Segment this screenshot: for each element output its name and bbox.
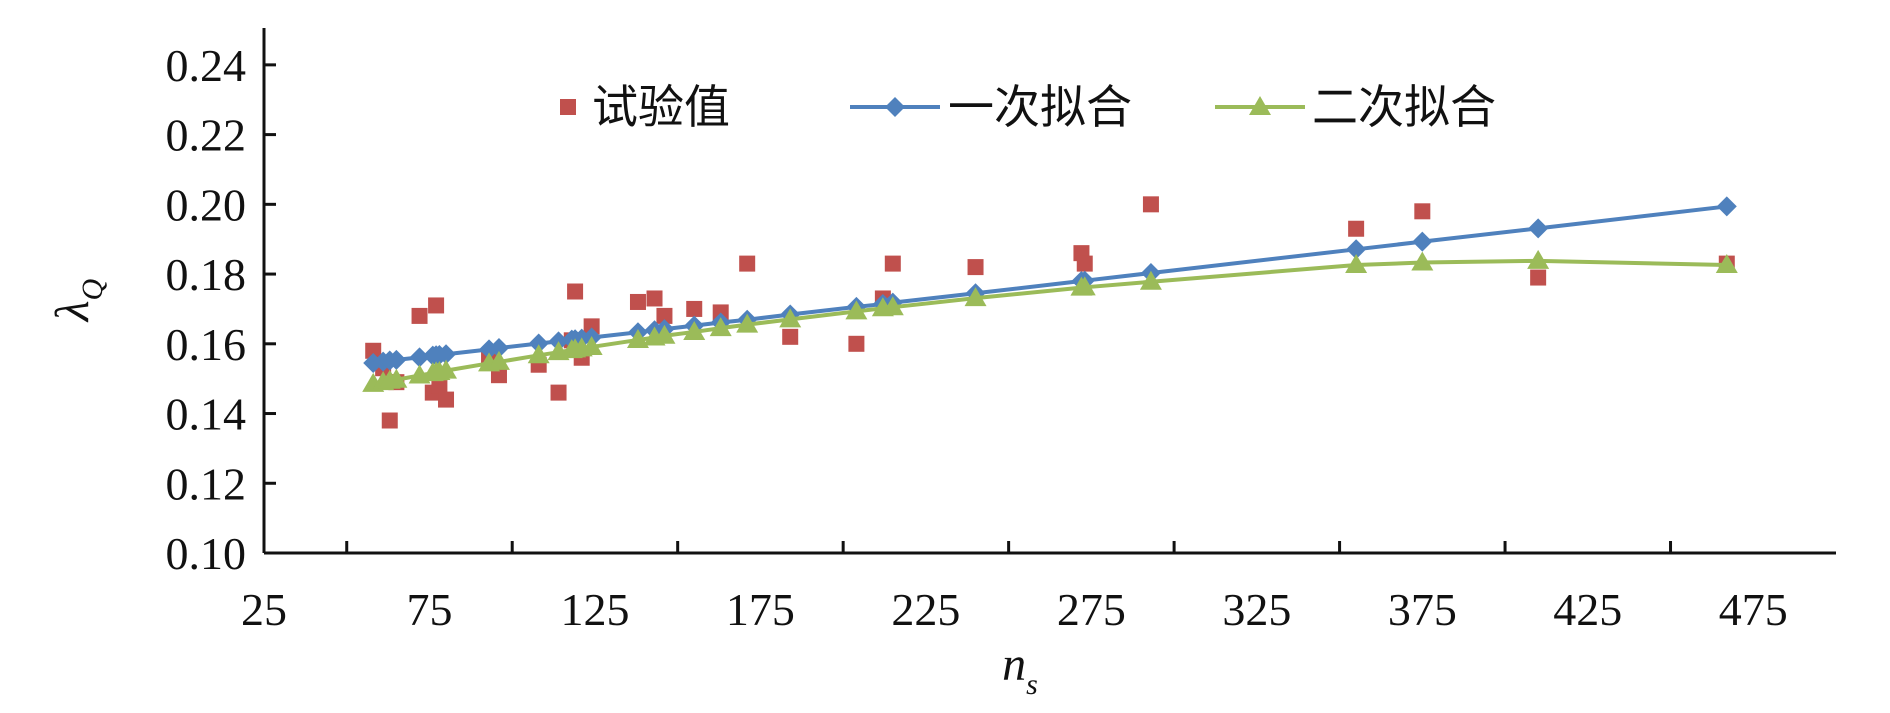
x-tick-label: 25 xyxy=(241,584,287,635)
series-2-point xyxy=(1346,239,1367,260)
plot-marks xyxy=(362,196,1738,429)
series-1-point xyxy=(381,412,398,429)
x-tick-label: 75 xyxy=(406,584,452,635)
series-3-point xyxy=(845,300,868,320)
x-axis-title-sub: s xyxy=(1026,668,1038,701)
series-1-point xyxy=(567,283,584,300)
y-tick-label: 0.10 xyxy=(166,528,247,579)
x-tick-label: 275 xyxy=(1057,584,1126,635)
series-3-point xyxy=(964,287,987,307)
series-2-point xyxy=(488,337,509,358)
series-3-point xyxy=(881,296,904,316)
y-tick-label: 0.16 xyxy=(166,319,247,370)
series-3-point xyxy=(736,313,759,333)
y-tick-label: 0.18 xyxy=(166,249,247,300)
y-axis-title-main: λ xyxy=(46,300,99,323)
series-1-point xyxy=(365,342,382,359)
series-1-point xyxy=(550,384,567,401)
x-tick-label: 225 xyxy=(891,584,960,635)
series-3-point xyxy=(779,308,802,328)
legend-label: 一次拟合 xyxy=(948,80,1132,134)
legend-marker xyxy=(560,99,576,115)
series-2-point xyxy=(1412,231,1433,252)
x-tick-label: 475 xyxy=(1719,584,1788,635)
series-1-point xyxy=(1076,255,1093,272)
series-2-point xyxy=(409,347,430,368)
y-tick-label: 0.24 xyxy=(166,40,247,91)
y-tick-label: 0.14 xyxy=(166,389,247,440)
series-1-point xyxy=(428,297,445,314)
x-tick-label: 125 xyxy=(560,584,629,635)
series-1-point xyxy=(656,307,673,324)
series-3-point xyxy=(1411,251,1434,271)
series-1-point xyxy=(967,259,984,276)
series-2-point xyxy=(386,349,407,370)
x-tick-label: 325 xyxy=(1222,584,1291,635)
series-3-point xyxy=(1073,276,1096,296)
y-tick-label: 0.20 xyxy=(166,179,247,230)
x-tick-label: 375 xyxy=(1388,584,1457,635)
series-1-point xyxy=(629,293,646,310)
series-1-point xyxy=(848,335,865,352)
series-1-point xyxy=(782,328,799,345)
series-1-point xyxy=(431,377,448,394)
series-1-point xyxy=(438,391,455,408)
x-tick-label: 425 xyxy=(1553,584,1622,635)
series-3-point xyxy=(435,359,458,379)
y-axis-title: λQ xyxy=(46,278,109,323)
series-2-point xyxy=(528,333,549,354)
series-2-point xyxy=(1528,218,1549,239)
series-3-point xyxy=(626,328,649,348)
series-2-point xyxy=(436,344,457,365)
legend-item-3: 二次拟合 xyxy=(1215,80,1496,134)
legend-item-2: 一次拟合 xyxy=(850,80,1132,134)
axes: 0.10 0.12 0.14 0.16 0.18 0.20 0.22 0.24 25 75 125 1… xyxy=(166,28,1836,635)
x-axis-title: ns xyxy=(1002,638,1038,701)
series-1-point xyxy=(884,255,901,272)
series-3-point xyxy=(1527,249,1550,269)
series-1-point xyxy=(686,300,703,317)
series-3-point xyxy=(580,335,603,355)
series-1-point xyxy=(1414,203,1431,220)
series-1-point xyxy=(411,307,428,324)
x-tick-label: 175 xyxy=(726,584,795,635)
series-3 xyxy=(362,249,1738,392)
series-1-point xyxy=(646,290,663,307)
legend-label: 二次拟合 xyxy=(1312,80,1496,134)
y-tick-label: 0.12 xyxy=(166,458,247,509)
legend-label: 试验值 xyxy=(592,80,730,134)
series-3-point xyxy=(653,324,676,344)
series-1-point xyxy=(1348,220,1365,237)
series-3-point xyxy=(527,344,550,364)
series-2-point xyxy=(1716,196,1737,217)
legend: 试验值 一次拟合 二次拟合 xyxy=(560,80,1496,134)
series-3-point xyxy=(683,320,706,340)
series-3-point xyxy=(1345,254,1368,274)
series-1-point xyxy=(1142,196,1159,213)
y-axis-title-sub: Q xyxy=(76,278,109,300)
y-tick-label: 0.22 xyxy=(166,110,247,161)
series-3-point xyxy=(385,368,408,388)
x-axis-title-main: n xyxy=(1002,638,1026,691)
series-3-point xyxy=(1139,270,1162,290)
series-1-point xyxy=(583,318,600,335)
legend-marker xyxy=(1249,96,1271,115)
series-1-point xyxy=(1530,269,1547,286)
series-3-point xyxy=(1715,254,1738,274)
series-3-point xyxy=(487,350,510,370)
legend-item-1: 试验值 xyxy=(560,80,730,134)
series-1-point xyxy=(712,304,729,321)
legend-marker xyxy=(885,97,905,117)
series-3-point xyxy=(709,317,732,337)
series-1-point xyxy=(739,255,756,272)
